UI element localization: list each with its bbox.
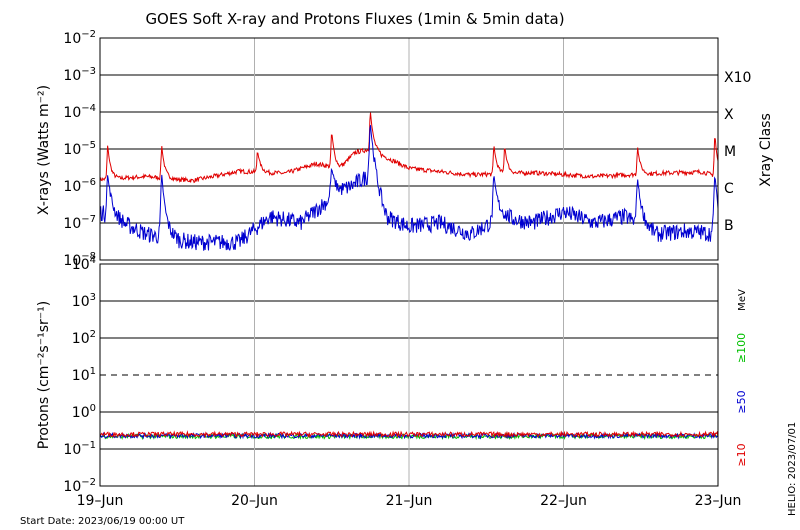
xray-y-axis-label: X-rays (Watts m⁻²) <box>36 85 52 215</box>
proton-y-ticks: 104 103 102 101 100 10−1 10−2 <box>63 255 96 495</box>
xray-y-ticks: 10−2 10−3 10−4 10−5 10−6 10−7 10−8 <box>63 29 96 269</box>
xray-series-line <box>99 112 719 184</box>
proton-y-tick-label: 100 <box>72 403 96 421</box>
proton-series <box>99 430 719 441</box>
proton-y-axis-label: Protons (cm⁻²s⁻¹sr⁻¹) <box>36 301 52 450</box>
chart-title: GOES Soft X-ray and Protons Fluxes (1min… <box>145 10 564 28</box>
proton-plot-frame <box>99 263 719 487</box>
xray-series-line <box>99 125 719 251</box>
x-tick-label: 22–Jun <box>540 493 587 509</box>
xray-class-label: X10 <box>724 70 751 86</box>
proton-unit-label: MeV <box>737 289 748 311</box>
xray-y-tick-label: 10−2 <box>63 29 96 47</box>
xray-series <box>99 112 719 251</box>
proton-legend-label: ≥10 <box>735 443 748 466</box>
x-tick-label: 23–Jun <box>695 493 742 509</box>
xray-class-label: X <box>724 107 734 123</box>
xray-class-axis-title: Xray Class <box>758 113 774 187</box>
xray-y-tick-label: 10−8 <box>63 251 96 269</box>
proton-y-tick-label: 10−1 <box>63 440 96 458</box>
xray-y-tick-label: 10−6 <box>63 177 96 195</box>
xray-class-label: M <box>724 144 736 160</box>
x-axis-ticks: 19–Jun 20–Jun 21–Jun 22–Jun 23–Jun <box>77 493 742 509</box>
proton-legend-label: ≥100 <box>735 333 748 363</box>
xray-class-label: C <box>724 181 734 197</box>
proton-y-tick-label: 102 <box>72 329 96 347</box>
start-date: Start Date: 2023/06/19 00:00 UT <box>20 516 185 527</box>
xray-y-tick-label: 10−5 <box>63 140 96 158</box>
x-tick-label: 21–Jun <box>386 493 433 509</box>
xray-gridlines <box>100 38 718 260</box>
proton-legend-label: ≥50 <box>735 390 748 413</box>
credit-date: HELIO: 2023/07/01 <box>787 422 798 516</box>
xray-class-labels: X10 X M C B <box>724 70 751 234</box>
xray-plot-frame <box>99 37 719 261</box>
proton-y-tick-label: 101 <box>72 366 96 384</box>
proton-y-tick-label: 104 <box>72 255 96 273</box>
x-tick-label: 20–Jun <box>231 493 278 509</box>
xray-y-tick-label: 10−4 <box>63 103 96 121</box>
xray-y-tick-label: 10−3 <box>63 66 96 84</box>
proton-gridlines <box>100 264 718 486</box>
x-tick-label: 19–Jun <box>77 493 124 509</box>
proton-y-tick-label: 10−2 <box>63 477 96 495</box>
proton-energy-legend: MeV ≥100 ≥50 ≥10 <box>735 289 748 467</box>
xray-class-label: B <box>724 218 734 234</box>
xray-y-tick-label: 10−7 <box>63 214 96 232</box>
proton-y-tick-label: 103 <box>72 292 96 310</box>
proton-series-line <box>99 430 719 439</box>
